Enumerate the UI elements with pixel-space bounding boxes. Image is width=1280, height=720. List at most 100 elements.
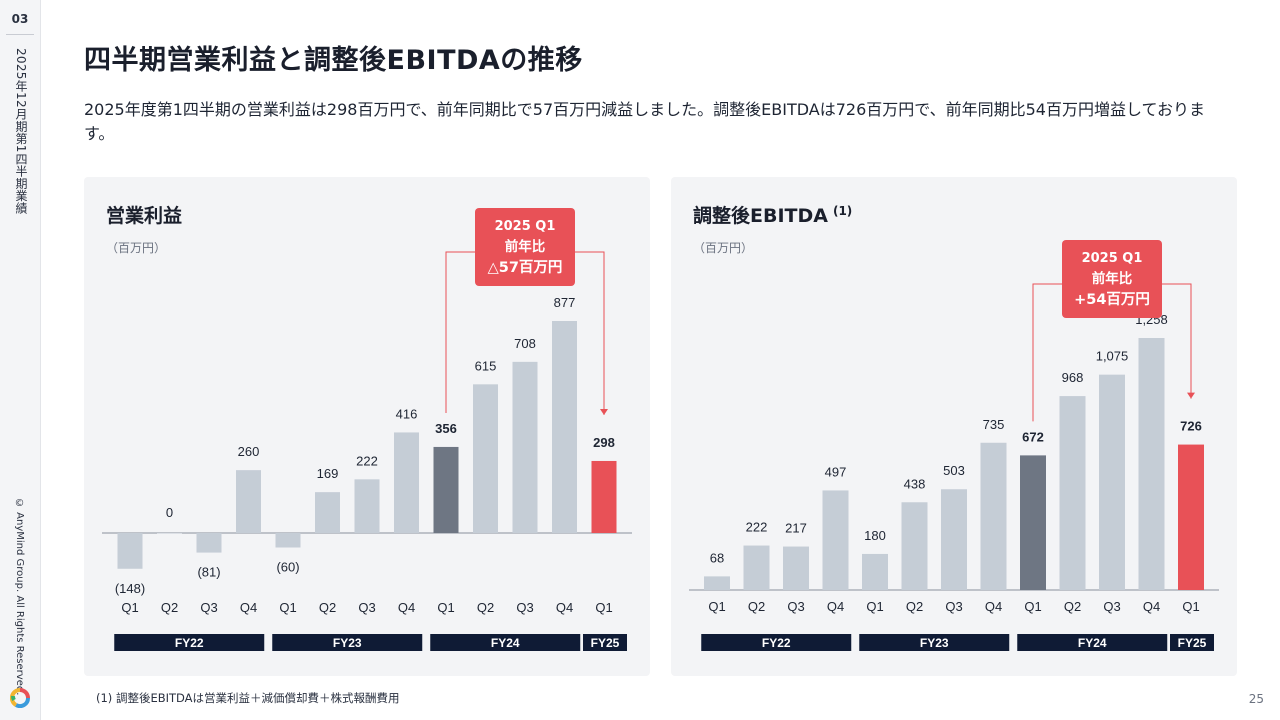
chart-bar [315, 492, 340, 533]
sidebar-divider [6, 34, 34, 35]
data-label: (81) [197, 565, 220, 580]
fiscal-year-label: FY22 [762, 636, 791, 650]
operating-profit-chart-panel: 営業利益 （百万円） (148) Q1 0 Q2 (81) Q3 260 Q4 (60) Q1 169 Q… [84, 177, 650, 676]
x-tick-label: Q1 [1182, 599, 1199, 614]
data-label: 222 [746, 520, 768, 535]
chart-bar [275, 533, 301, 548]
callout-comparison-label: 前年比 [505, 238, 546, 255]
fiscal-year-label: FY25 [1178, 636, 1207, 650]
data-label: 877 [554, 295, 576, 310]
data-label: 217 [785, 521, 807, 536]
page-title: 四半期営業利益と調整後EBITDAの推移 [84, 45, 583, 76]
x-tick-label: Q4 [827, 599, 844, 614]
data-label: 503 [943, 463, 965, 478]
chart-bar [1138, 338, 1165, 590]
fiscal-year-band [1170, 634, 1214, 651]
data-label: (60) [276, 560, 299, 575]
data-label: 497 [825, 464, 847, 479]
chart-bar [1059, 396, 1086, 590]
chart-bar [743, 545, 770, 590]
x-tick-label: Q3 [945, 599, 962, 614]
x-tick-label: Q4 [985, 599, 1002, 614]
chart-bar [394, 432, 419, 533]
x-tick-label: Q3 [358, 600, 375, 615]
chart-bar [591, 460, 617, 533]
footnote: (1) 調整後EBITDAは営業利益＋減価償却費＋株式報酬費用 [96, 691, 400, 705]
chart-bar [354, 479, 380, 533]
x-tick-label: Q3 [200, 600, 217, 615]
lead-text: 2025年度第1四半期の営業利益は298百万円で、前年同期比で57百万円減益しま… [84, 100, 1206, 143]
arrow-down-icon [1187, 392, 1195, 399]
data-label: 968 [1062, 370, 1084, 385]
data-label: 222 [356, 453, 378, 468]
chart-bar [1099, 374, 1125, 590]
callout-change-value: +54百万円 [1074, 291, 1150, 308]
chart-bar [1020, 455, 1046, 590]
data-label: 726 [1180, 419, 1202, 434]
chart-bar [783, 546, 809, 590]
fiscal-year-band [859, 634, 1010, 651]
chart-bar [433, 446, 459, 533]
x-tick-label: Q1 [121, 600, 138, 615]
chart-bar [473, 384, 498, 533]
chart-bar [117, 533, 143, 569]
data-label: 615 [475, 358, 497, 373]
x-tick-label: Q2 [319, 600, 336, 615]
fiscal-year-label: FY25 [591, 636, 620, 650]
chart-bar [157, 533, 182, 534]
x-tick-label: Q4 [240, 600, 257, 615]
data-label: 438 [904, 476, 926, 491]
page-section-number: 03 [11, 12, 29, 26]
fiscal-year-band [701, 634, 852, 651]
data-label: 1,075 [1096, 349, 1129, 364]
x-tick-label: Q2 [161, 600, 178, 615]
data-label: 356 [435, 421, 457, 436]
chart-bar [941, 489, 967, 590]
data-label: (148) [115, 581, 145, 596]
arrow-down-icon [600, 408, 608, 415]
x-tick-label: Q1 [866, 599, 883, 614]
x-tick-label: Q1 [708, 599, 725, 614]
data-label: 0 [166, 505, 173, 520]
fiscal-year-band [1017, 634, 1168, 651]
fiscal-year-label: FY23 [920, 636, 949, 650]
x-tick-label: Q3 [787, 599, 804, 614]
callout-period: 2025 Q1 [495, 219, 556, 234]
chart-title: 営業利益 [106, 204, 182, 227]
sidebar: 03 2025年12月期第1四半期業績 © AnyMind Group. All… [0, 0, 41, 720]
fiscal-year-band [272, 634, 423, 651]
x-tick-label: Q3 [1103, 599, 1120, 614]
data-label: 169 [317, 466, 339, 481]
data-label: 416 [396, 406, 418, 421]
x-tick-label: Q2 [1064, 599, 1081, 614]
chart-bar [822, 490, 849, 590]
adjusted-ebitda-chart-panel: 調整後EBITDA (1) （百万円） 68 Q1 222 Q2 217 Q3 497 Q4 180 Q… [671, 177, 1237, 676]
fiscal-year-band [114, 634, 265, 651]
chart-bar [704, 576, 730, 590]
anymind-logo-icon [9, 687, 31, 712]
chart-unit: （百万円） [693, 241, 753, 255]
x-tick-label: Q1 [279, 600, 296, 615]
adjusted-ebitda-chart: 調整後EBITDA (1) （百万円） 68 Q1 222 Q2 217 Q3 497 Q4 180 Q… [689, 204, 1219, 651]
x-tick-label: Q4 [1143, 599, 1160, 614]
x-tick-label: Q4 [398, 600, 415, 615]
fiscal-year-band [583, 634, 627, 651]
chart-bar [980, 442, 1007, 590]
x-tick-label: Q2 [906, 599, 923, 614]
chart-bar [862, 553, 888, 590]
page-number: 25 [1248, 692, 1264, 706]
chart-bar [236, 470, 261, 533]
x-tick-label: Q2 [477, 600, 494, 615]
data-label: 180 [864, 528, 886, 543]
callout-change-value: △57百万円 [488, 259, 563, 276]
chart-bar [552, 321, 577, 533]
fiscal-year-label: FY24 [491, 636, 520, 650]
data-label: 260 [238, 444, 260, 459]
operating-profit-chart: 営業利益 （百万円） (148) Q1 0 Q2 (81) Q3 260 Q4 (60) Q1 169 Q… [102, 204, 632, 651]
callout-box [1062, 240, 1162, 318]
chart-unit: （百万円） [106, 241, 166, 255]
data-label: 298 [593, 435, 615, 450]
callout-comparison-label: 前年比 [1092, 270, 1133, 287]
x-tick-label: Q1 [595, 600, 612, 615]
x-tick-label: Q1 [1024, 599, 1041, 614]
